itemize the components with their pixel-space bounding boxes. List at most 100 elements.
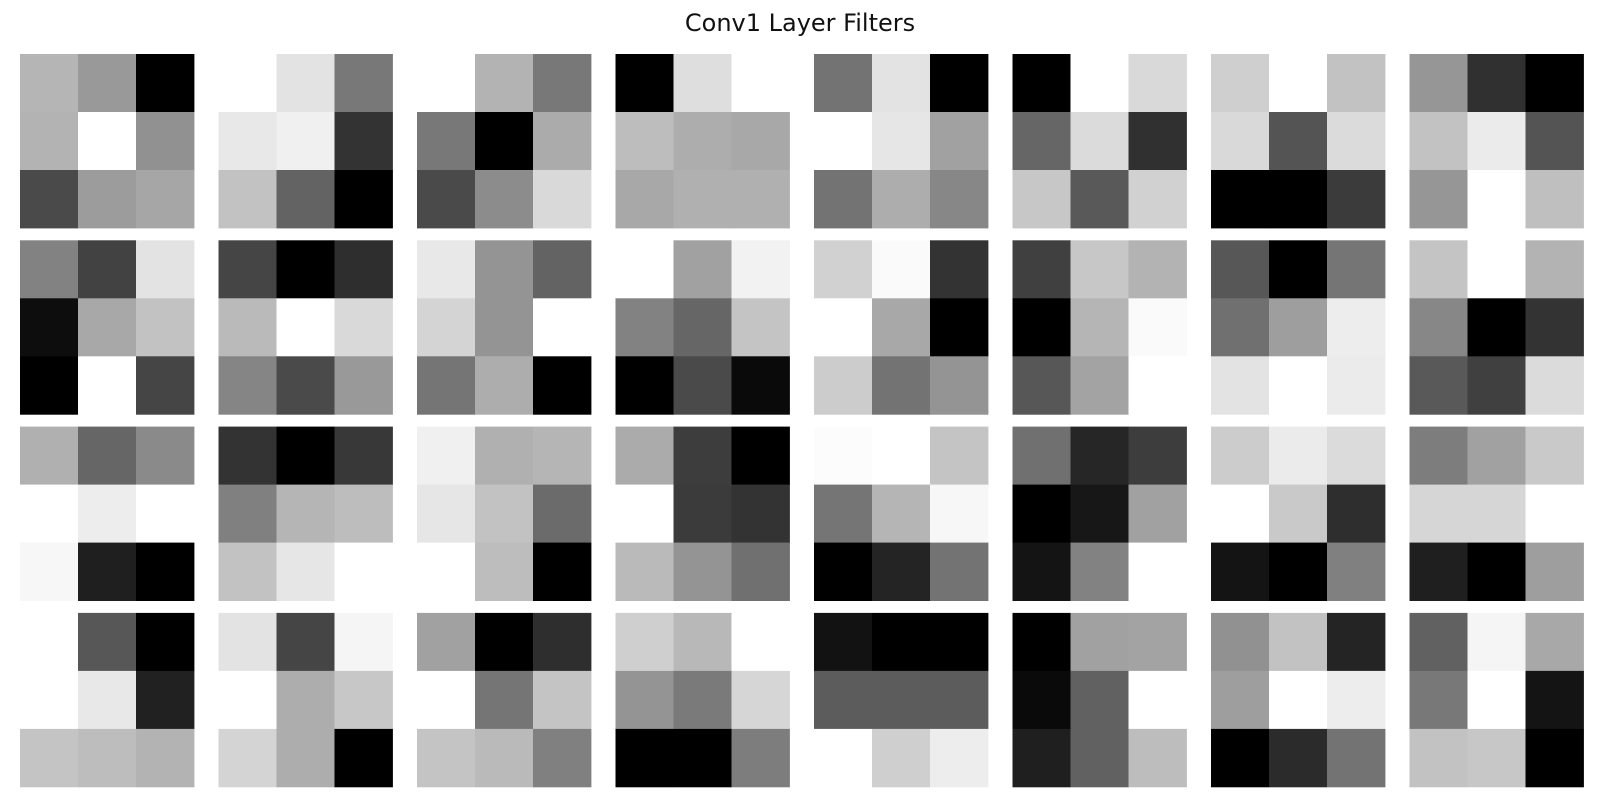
filter-15-cell-1-1 bbox=[1269, 298, 1328, 357]
filter-31-cell-2-2 bbox=[1327, 728, 1386, 788]
filter-16-cell-2-0 bbox=[1409, 356, 1468, 415]
filter-10 bbox=[218, 240, 393, 415]
filter-27-cell-1-1 bbox=[475, 670, 534, 730]
filter-17-cell-2-0 bbox=[20, 542, 79, 601]
filter-8-cell-2-2 bbox=[1525, 170, 1584, 229]
filter-8 bbox=[1409, 54, 1584, 229]
filter-9-cell-1-2 bbox=[136, 298, 195, 357]
filter-12-cell-1-1 bbox=[673, 298, 732, 357]
filter-26-cell-1-0 bbox=[218, 670, 277, 730]
filter-17-cell-0-1 bbox=[78, 426, 137, 485]
filter-23-cell-1-2 bbox=[1327, 484, 1386, 543]
filter-23-cell-0-1 bbox=[1269, 426, 1328, 485]
filter-15-cell-2-2 bbox=[1327, 356, 1386, 415]
filter-11-cell-2-1 bbox=[475, 356, 534, 415]
filter-26-cell-0-0 bbox=[218, 612, 277, 672]
filter-7-cell-1-1 bbox=[1269, 112, 1328, 171]
filter-21-cell-1-1 bbox=[872, 484, 931, 543]
filter-26-cell-0-1 bbox=[276, 612, 335, 672]
filter-24-cell-2-0 bbox=[1409, 542, 1468, 601]
filter-26-cell-2-1 bbox=[276, 728, 335, 788]
filter-19-cell-1-0 bbox=[417, 484, 476, 543]
filter-20-cell-2-2 bbox=[731, 542, 790, 601]
filter-18-cell-2-2 bbox=[334, 542, 393, 601]
filter-3-cell-1-1 bbox=[475, 112, 534, 171]
filter-3 bbox=[417, 54, 592, 229]
filter-13 bbox=[814, 240, 989, 415]
filter-7-cell-0-0 bbox=[1211, 54, 1270, 113]
filter-30-cell-2-2 bbox=[1128, 728, 1187, 788]
filter-19-cell-0-2 bbox=[533, 426, 592, 485]
filter-4-cell-0-0 bbox=[615, 54, 674, 113]
filter-5-cell-2-0 bbox=[814, 170, 873, 229]
filter-27-cell-1-0 bbox=[417, 670, 476, 730]
filter-17-cell-0-2 bbox=[136, 426, 195, 485]
filter-12-cell-2-0 bbox=[615, 356, 674, 415]
filter-25-cell-2-0 bbox=[20, 728, 79, 788]
filter-32-cell-0-1 bbox=[1467, 612, 1526, 672]
filter-21-cell-2-2 bbox=[930, 542, 989, 601]
filter-2-cell-0-1 bbox=[276, 54, 335, 113]
filter-25-cell-1-0 bbox=[20, 670, 79, 730]
filter-20-cell-0-0 bbox=[615, 426, 674, 485]
filter-22-cell-0-2 bbox=[1128, 426, 1187, 485]
filter-4-cell-0-2 bbox=[731, 54, 790, 113]
filter-9-cell-0-0 bbox=[20, 240, 79, 299]
filter-1-cell-2-1 bbox=[78, 170, 137, 229]
filter-2 bbox=[218, 54, 393, 229]
filter-4-cell-1-1 bbox=[673, 112, 732, 171]
filter-29-cell-1-2 bbox=[930, 670, 989, 730]
filter-24 bbox=[1409, 426, 1584, 601]
filter-2-cell-2-1 bbox=[276, 170, 335, 229]
filter-7-cell-2-0 bbox=[1211, 170, 1270, 229]
filter-21-cell-0-1 bbox=[872, 426, 931, 485]
filter-17 bbox=[20, 426, 195, 601]
filter-28-cell-2-0 bbox=[615, 728, 674, 788]
filter-2-cell-2-2 bbox=[334, 170, 393, 229]
filter-6 bbox=[1012, 54, 1187, 229]
filter-22-cell-2-1 bbox=[1070, 542, 1129, 601]
filter-27-cell-0-1 bbox=[475, 612, 534, 672]
filter-18-cell-0-1 bbox=[276, 426, 335, 485]
filter-6-cell-2-1 bbox=[1070, 170, 1129, 229]
filter-24-cell-0-0 bbox=[1409, 426, 1468, 485]
filter-16-cell-2-1 bbox=[1467, 356, 1526, 415]
filter-14-cell-2-0 bbox=[1012, 356, 1071, 415]
filter-1-cell-2-0 bbox=[20, 170, 79, 229]
filter-30-cell-1-0 bbox=[1012, 670, 1071, 730]
filter-7-cell-2-2 bbox=[1327, 170, 1386, 229]
filter-31-cell-1-2 bbox=[1327, 670, 1386, 730]
filter-31-cell-0-2 bbox=[1327, 612, 1386, 672]
filter-14-cell-1-2 bbox=[1128, 298, 1187, 357]
filter-21-cell-1-0 bbox=[814, 484, 873, 543]
filter-26-cell-2-2 bbox=[334, 728, 393, 788]
filter-18-cell-1-0 bbox=[218, 484, 277, 543]
filter-1-cell-0-1 bbox=[78, 54, 137, 113]
filter-21-cell-0-2 bbox=[930, 426, 989, 485]
filter-11-cell-2-0 bbox=[417, 356, 476, 415]
filter-23-cell-2-0 bbox=[1211, 542, 1270, 601]
filter-14-cell-2-2 bbox=[1128, 356, 1187, 415]
filter-6-cell-1-1 bbox=[1070, 112, 1129, 171]
filter-24-cell-1-1 bbox=[1467, 484, 1526, 543]
filter-27-cell-0-2 bbox=[533, 612, 592, 672]
filter-15-cell-1-2 bbox=[1327, 298, 1386, 357]
filter-14 bbox=[1012, 240, 1187, 415]
filter-30-cell-0-2 bbox=[1128, 612, 1187, 672]
filter-21-cell-1-2 bbox=[930, 484, 989, 543]
filter-7-cell-0-1 bbox=[1269, 54, 1328, 113]
filter-5 bbox=[814, 54, 989, 229]
filter-18-cell-0-0 bbox=[218, 426, 277, 485]
filter-12-cell-0-0 bbox=[615, 240, 674, 299]
filter-12-cell-1-0 bbox=[615, 298, 674, 357]
filter-23-cell-0-2 bbox=[1327, 426, 1386, 485]
filter-19-cell-1-2 bbox=[533, 484, 592, 543]
filter-19-cell-1-1 bbox=[475, 484, 534, 543]
filter-12 bbox=[615, 240, 790, 415]
filter-9-cell-1-0 bbox=[20, 298, 79, 357]
filter-5-cell-0-1 bbox=[872, 54, 931, 113]
filter-16-cell-1-0 bbox=[1409, 298, 1468, 357]
filter-12-cell-0-1 bbox=[673, 240, 732, 299]
filter-3-cell-2-2 bbox=[533, 170, 592, 229]
filter-24-cell-0-2 bbox=[1525, 426, 1584, 485]
